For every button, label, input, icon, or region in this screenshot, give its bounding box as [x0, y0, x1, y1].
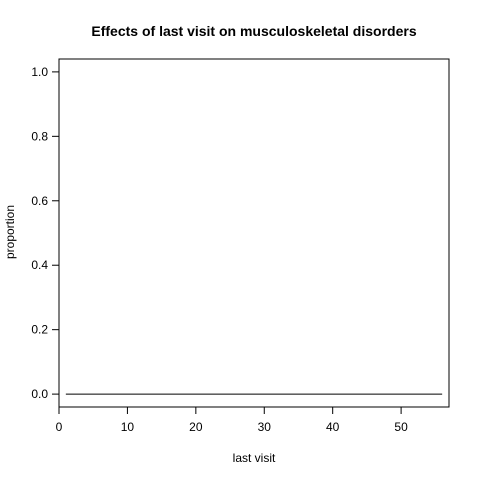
- y-tick-label: 0.8: [31, 129, 48, 143]
- y-tick-label: 0.0: [31, 387, 48, 401]
- x-axis: 0 10 20 30 40 50: [56, 406, 408, 434]
- y-tick-label: 1.0: [31, 65, 48, 79]
- x-axis-label: last visit: [233, 451, 276, 465]
- x-tick-label: 20: [189, 420, 203, 434]
- chart-title: Effects of last visit on musculoskeletal…: [91, 23, 416, 39]
- x-tick-label: 0: [56, 420, 63, 434]
- plot-frame: [58, 58, 450, 408]
- y-tick-label: 0.2: [31, 323, 48, 337]
- y-axis-label: proportion: [3, 205, 17, 259]
- y-tick-label: 0.6: [31, 194, 48, 208]
- x-tick-label: 30: [258, 420, 272, 434]
- x-tick-label: 10: [121, 420, 135, 434]
- y-tick-label: 0.4: [31, 258, 48, 272]
- x-tick-label: 40: [326, 420, 340, 434]
- y-axis: 0.0 0.2 0.4 0.6 0.8 1.0: [31, 65, 60, 401]
- x-tick-label: 50: [394, 420, 408, 434]
